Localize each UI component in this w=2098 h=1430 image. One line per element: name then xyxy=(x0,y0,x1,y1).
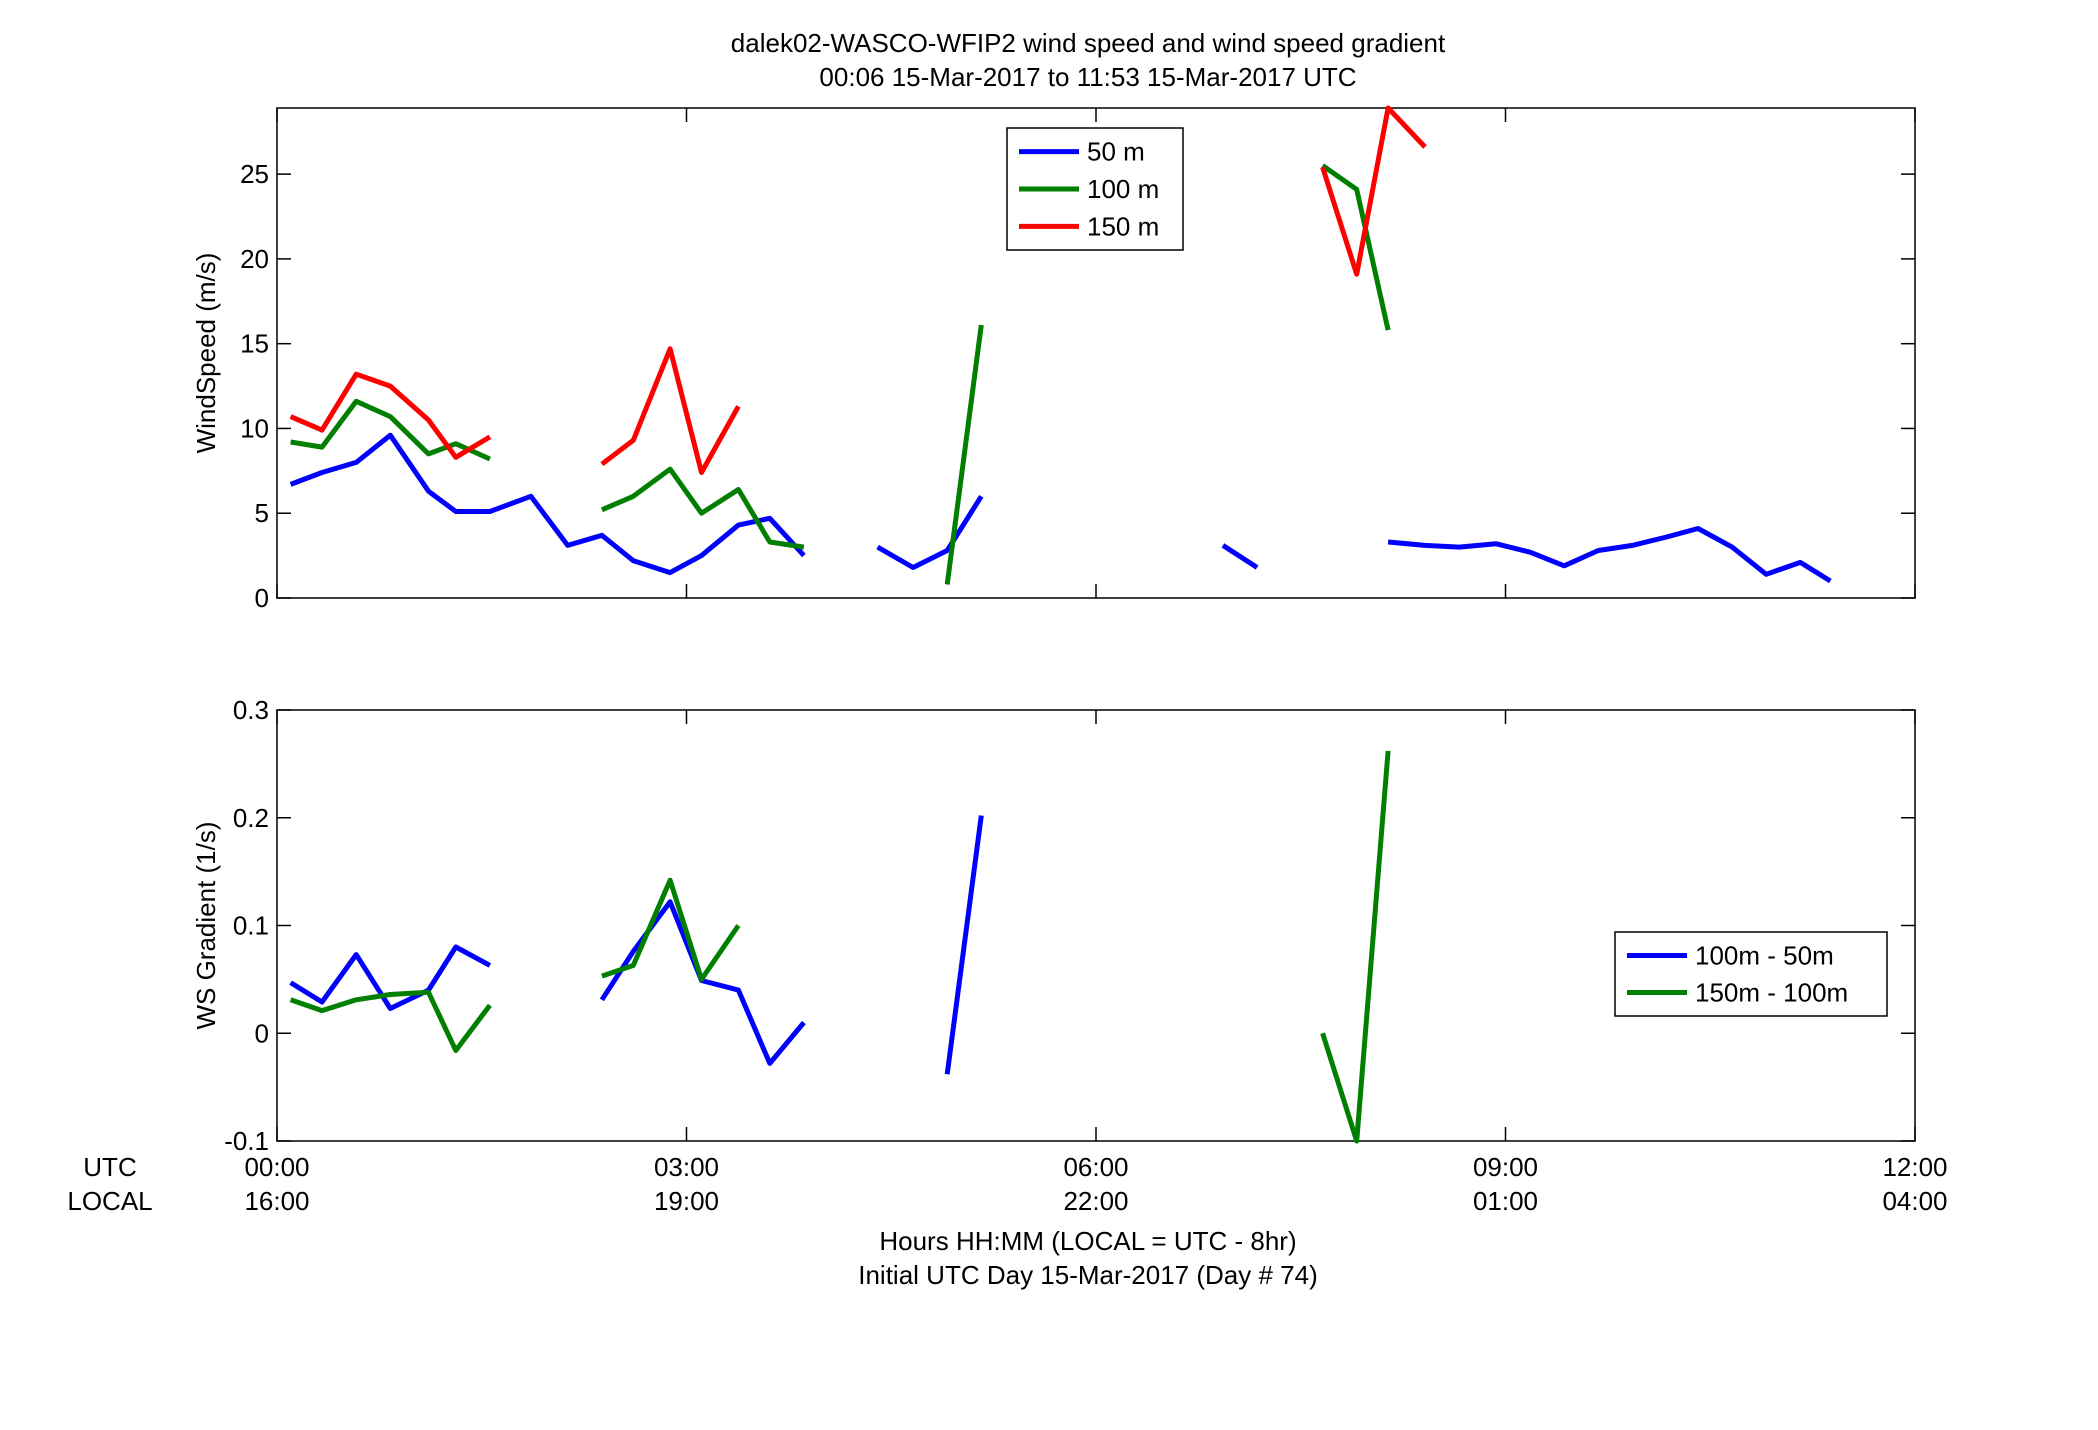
wind-gradient-legend-label: 100m - 50m xyxy=(1695,941,1834,971)
x-axis-label-line2: Initial UTC Day 15-Mar-2017 (Day # 74) xyxy=(858,1260,1318,1290)
xtick-label-utc: 12:00 xyxy=(1882,1152,1947,1182)
chart-title-line1: dalek02-WASCO-WFIP2 wind speed and wind … xyxy=(731,28,1446,58)
wind-speed-ytick-label: 15 xyxy=(240,329,269,359)
wind-speed-ytick-label: 5 xyxy=(255,498,269,528)
wind-speed-ytick-label: 10 xyxy=(240,413,269,443)
wind-speed-series-100-m-line xyxy=(290,398,491,462)
wind-speed-panel: 0 5 10 15 20 25 WindSpeed (m/s) 50 m 100 m 150 m xyxy=(191,105,1916,613)
wind-speed-ytick-label: 20 xyxy=(240,244,269,274)
wind-gradient-ytick-label: 0.3 xyxy=(233,695,269,725)
wind-speed-series-100-m-line xyxy=(600,466,805,550)
wind-speed-ytick-label: 25 xyxy=(240,159,269,189)
wind-speed-series-150-m-line xyxy=(289,371,492,460)
wind-speed-series-150-m-line xyxy=(1320,105,1427,277)
wind-gradient-ytick-label: 0.1 xyxy=(233,911,269,941)
wind-gradient-series-150m-100m-line xyxy=(1320,750,1391,1144)
wind-speed-series-50-m-line xyxy=(876,494,984,570)
wind-speed-series-100-m-line xyxy=(944,324,984,585)
xtick-label-local: 01:00 xyxy=(1473,1186,1538,1216)
wind-gradient-ytick-label: 0 xyxy=(255,1018,269,1048)
wind-speed-ytick-label: 0 xyxy=(255,583,269,613)
wind-speed-series-100-m-line xyxy=(1321,163,1391,331)
wind-speed-series-50-m-line xyxy=(1387,526,1832,584)
wind-speed-series-50-m-line xyxy=(289,432,806,576)
wind-gradient-series-100m-50m-line xyxy=(289,944,492,1011)
wind-gradient-series-150m-100m-line xyxy=(289,989,492,1053)
wind-gradient-legend xyxy=(1614,931,1888,1017)
wind-gradient-panel: -0.1 0 0.1 0.2 0.3 00:00 16:00 03:00 19:00 06:00 2… xyxy=(191,695,1948,1216)
chart-title-line2: 00:06 15-Mar-2017 to 11:53 15-Mar-2017 U… xyxy=(819,62,1356,92)
wind-gradient-series-100m-50m-line xyxy=(944,815,984,1075)
x-axis-label-line1: Hours HH:MM (LOCAL = UTC - 8hr) xyxy=(879,1226,1296,1256)
local-row-label: LOCAL xyxy=(67,1186,152,1216)
wind-gradient-legend-label: 150m - 100m xyxy=(1695,978,1848,1008)
wind-speed-series-150-m-line xyxy=(600,346,741,475)
wind-speed-y-axis-label: WindSpeed (m/s) xyxy=(191,253,221,454)
wind-speed-legend-label: 100 m xyxy=(1087,174,1159,204)
xtick-label-local: 19:00 xyxy=(654,1186,719,1216)
xtick-label-utc: 00:00 xyxy=(244,1152,309,1182)
wind-gradient-series-150m-100m-line xyxy=(601,877,741,982)
xtick-label-local: 16:00 xyxy=(244,1186,309,1216)
xtick-label-local: 22:00 xyxy=(1063,1186,1128,1216)
wind-speed-legend-label: 150 m xyxy=(1087,211,1159,241)
xtick-label-local: 04:00 xyxy=(1882,1186,1947,1216)
xtick-label-utc: 09:00 xyxy=(1473,1152,1538,1182)
wind-speed-legend-label: 50 m xyxy=(1087,137,1145,167)
utc-row-label: UTC xyxy=(83,1152,136,1182)
xtick-label-utc: 03:00 xyxy=(654,1152,719,1182)
wind-gradient-ytick-label: -0.1 xyxy=(224,1126,269,1156)
wind-gradient-ytick-label: 0.2 xyxy=(233,803,269,833)
wind-gradient-y-axis-label: WS Gradient (1/s) xyxy=(191,821,221,1029)
wind-speed-series-50-m-line xyxy=(1221,543,1259,570)
wind-gradient-plot-area xyxy=(276,709,1916,1142)
xtick-label-utc: 06:00 xyxy=(1063,1152,1128,1182)
